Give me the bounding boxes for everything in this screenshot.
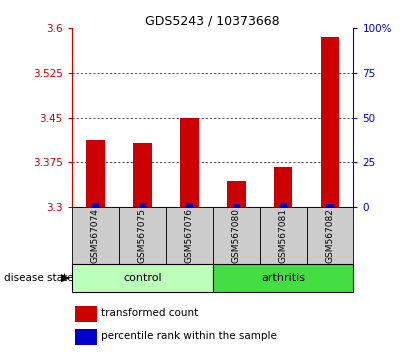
Bar xyxy=(75,329,97,345)
Bar xyxy=(139,202,146,207)
Bar xyxy=(279,202,286,207)
Bar xyxy=(72,264,213,292)
Text: GSM567075: GSM567075 xyxy=(138,208,147,263)
Bar xyxy=(186,202,193,207)
Title: GDS5243 / 10373668: GDS5243 / 10373668 xyxy=(145,14,280,27)
Text: disease state: disease state xyxy=(4,273,74,283)
Text: ▶: ▶ xyxy=(61,273,69,283)
Text: GSM567074: GSM567074 xyxy=(91,208,100,263)
Bar xyxy=(326,204,333,207)
Text: GSM567076: GSM567076 xyxy=(185,208,194,263)
Bar xyxy=(233,204,240,207)
Text: GSM567081: GSM567081 xyxy=(279,208,288,263)
Bar xyxy=(86,140,105,207)
Bar xyxy=(274,167,293,207)
Bar xyxy=(213,207,260,264)
Bar xyxy=(133,143,152,207)
Text: transformed count: transformed count xyxy=(102,308,199,318)
Bar xyxy=(227,181,245,207)
Text: control: control xyxy=(123,273,162,283)
Text: GSM567080: GSM567080 xyxy=(232,208,241,263)
Bar xyxy=(75,306,97,321)
Bar xyxy=(180,118,199,207)
Bar xyxy=(213,264,353,292)
Bar xyxy=(72,207,119,264)
Bar xyxy=(321,37,339,207)
Bar xyxy=(307,207,353,264)
Bar xyxy=(92,202,99,207)
Text: GSM567082: GSM567082 xyxy=(326,208,335,263)
Bar xyxy=(260,207,307,264)
Bar xyxy=(119,207,166,264)
Text: arthritis: arthritis xyxy=(261,273,305,283)
Text: percentile rank within the sample: percentile rank within the sample xyxy=(102,331,277,341)
Bar xyxy=(166,207,213,264)
